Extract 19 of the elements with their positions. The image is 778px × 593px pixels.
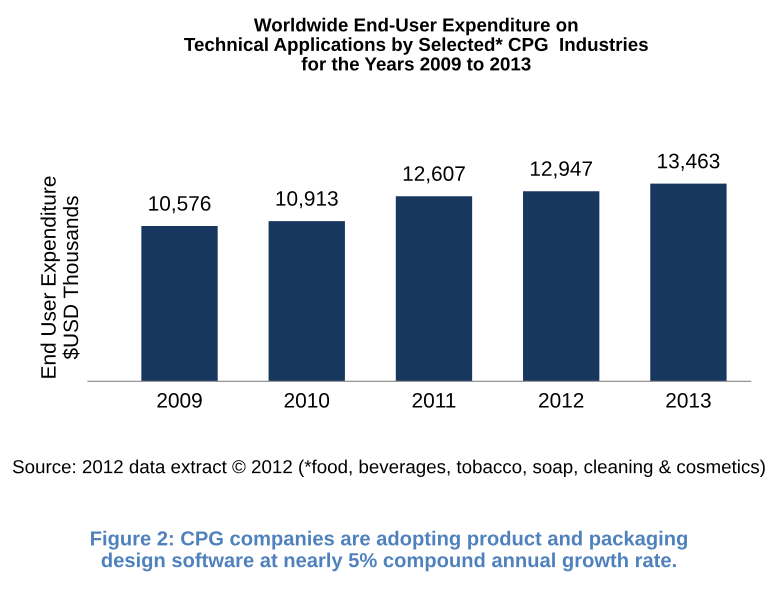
bar [650,184,727,382]
data-label: 13,463 [658,154,720,171]
x-tick-label: 2011 [412,392,456,408]
x-tick-label: 2009 [157,392,202,408]
data-label: 10,576 [149,196,210,214]
source-note: Source: 2012 data extract © 2012 (*food, beverages, tobacco, soap, cleaning & cosmetics) [12,460,765,478]
x-tick-label: 2013 [666,392,711,408]
data-label: 12,947 [530,161,592,178]
chart-title: Worldwide End-User Expenditure on Technical Applications by Selected* CPG Industries for the Years 2009 to 2013 [184,18,648,71]
bar [396,196,472,382]
x-tick-label: 2012 [539,392,584,408]
data-label: 12,607 [404,166,465,184]
y-axis-title: End User Expenditure $USD Thousands [40,176,80,378]
data-label: 10,913 [276,191,338,208]
x-tick-label: 2010 [284,392,330,408]
bar [523,191,600,382]
bar [268,221,345,382]
caption: Figure 2: CPG companies are adopting product and packaging design software at nearly 5% compound annual growth rate. [91,530,688,572]
bar [141,226,218,382]
